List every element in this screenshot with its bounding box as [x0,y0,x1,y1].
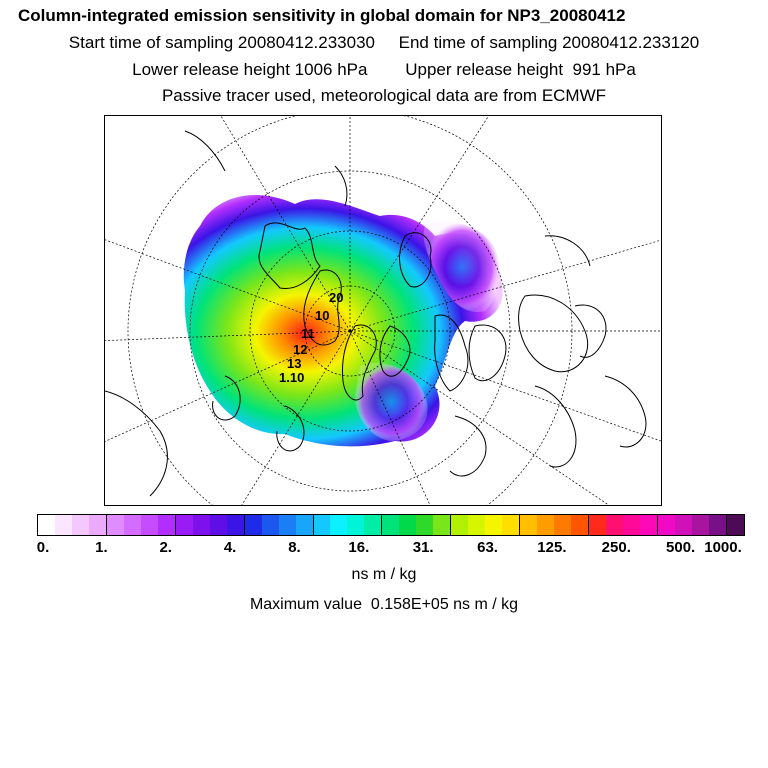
colorbar-tick-label: 0. [36,539,50,556]
colorbar-swatch [691,515,709,535]
polar-map: 20 10 11 12 13 1.10 [104,115,662,506]
colorbar-swatch [38,515,55,535]
colorbar-swatch [571,515,588,535]
colorbar-swatch [54,515,72,535]
contour-label: 1.10 [279,370,304,385]
colorbar-swatch [88,515,106,535]
colorbar-swatch [639,515,657,535]
colorbar-swatch [226,515,244,535]
colorbar-swatch [537,515,555,535]
colorbar-swatch [485,515,503,535]
colorbar-swatch [416,515,434,535]
colorbar-swatch [605,515,623,535]
contour-label: 11 [301,326,315,341]
colorbar-swatch [295,515,313,535]
colorbar-tick-label: 500. [666,539,696,556]
colorbar-tick-label: 250. [601,539,631,556]
colorbar-tick-label: 1000. [704,539,742,556]
colorbar-swatch [725,515,744,535]
figure-title: Column-integrated emission sensitivity i… [18,6,626,25]
colorbar-swatch [123,515,141,535]
colorbar-swatch [330,515,348,535]
colorbar-swatch [192,515,210,535]
colorbar-swatch [399,515,417,535]
colorbar-swatch [209,515,227,535]
colorbar-swatch [433,515,451,535]
colorbar-swatch [656,515,675,535]
contour-label: 12 [293,342,307,357]
colorbar-swatch [243,515,262,535]
colorbar-tick-label: 63. [477,539,498,556]
colorbar-tick-label: 4. [223,539,237,556]
tracer-info: Passive tracer used, meteorological data… [161,86,607,105]
colorbar-tick-label: 31. [412,539,434,556]
colorbar-swatch [347,515,365,535]
colorbar-tick-label: 2. [159,539,172,556]
colorbar-swatch [708,515,726,535]
contour-label: 20 [329,290,343,305]
colorbar-swatch [622,515,640,535]
colorbar-swatch [261,515,279,535]
sensitivity-lobe-east [423,221,500,312]
colorbar-swatch [157,515,175,535]
coastlines [105,130,647,497]
colorbar-swatch [381,515,400,535]
map-canvas: 20 10 11 12 13 1.10 [105,116,661,505]
colorbar-swatch [71,515,89,535]
sampling-times: Start time of sampling 20080412.233030 E… [68,33,700,52]
colorbar-swatch [278,515,296,535]
colorbar-swatch [588,515,606,535]
colorbar-swatch [502,515,520,535]
colorbar-swatch [450,515,469,535]
sensitivity-lobe-south [355,362,428,441]
colorbar-tick-label: 125. [537,539,567,556]
colorbar-unit: ns m / kg [351,566,417,583]
contour-labels: 20 10 11 12 13 1.10 [279,290,343,385]
colorbar-tick-label: 16. [348,539,370,556]
colorbar-tick-label: 1. [95,539,108,556]
colorbar-swatch [674,515,692,535]
colorbar-swatch [312,515,331,535]
colorbar-tick-label: 8. [288,539,301,556]
graticule [105,116,661,505]
colorbar-swatch [519,515,538,535]
colorbar-swatch [364,515,382,535]
colorbar-swatch [105,515,124,535]
colorbar-swatch [140,515,158,535]
sensitivity-plume [183,195,503,447]
maximum-value: Maximum value 0.158E+05 ns m / kg [249,596,519,613]
colorbar-swatch [174,515,193,535]
contour-label: 13 [287,356,301,371]
colorbar-swatch [468,515,486,535]
contour-label: 10 [315,308,329,323]
release-heights: Lower release height 1006 hPa Upper rele… [132,60,636,79]
colorbar [37,514,745,536]
colorbar-swatch [554,515,572,535]
